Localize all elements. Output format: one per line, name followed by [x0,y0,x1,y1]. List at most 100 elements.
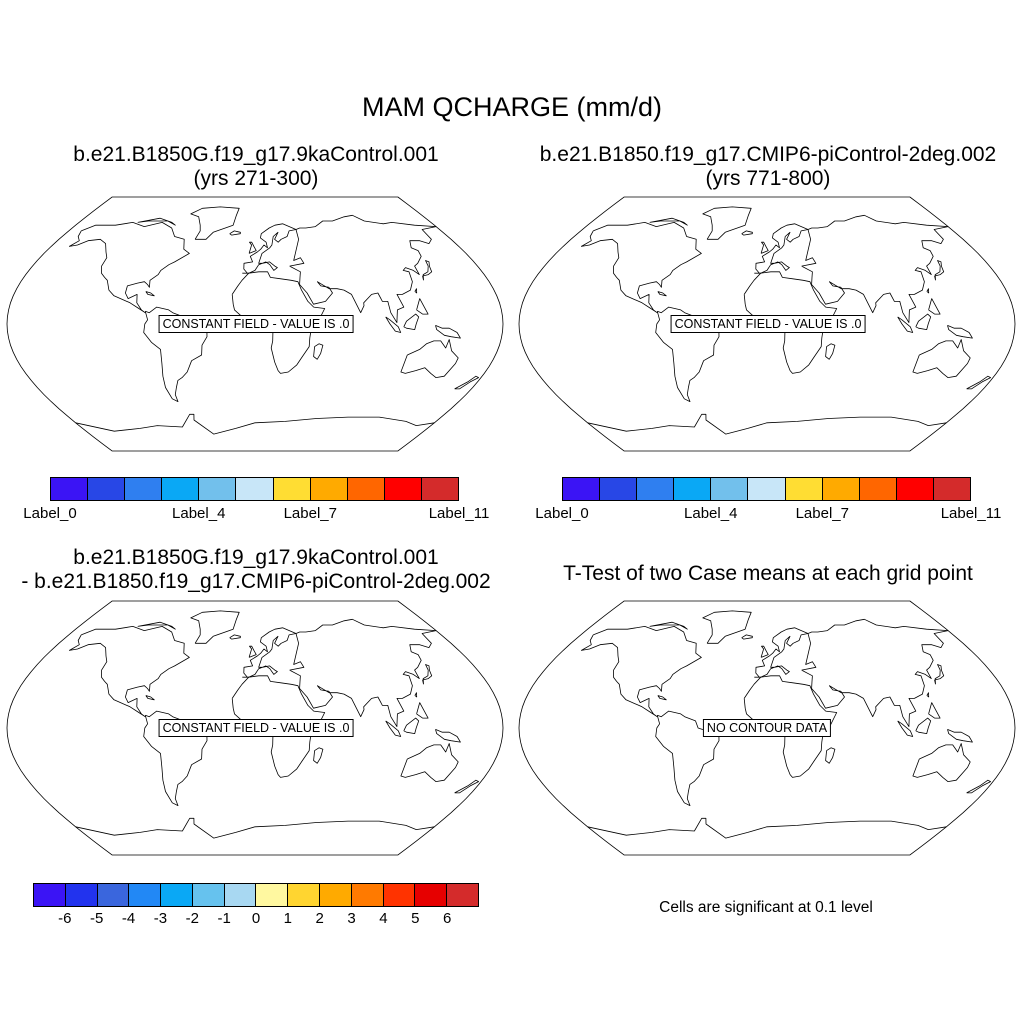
colorbar-swatch [896,478,934,500]
colorbar-difference-swatch [383,884,416,906]
coastline [926,692,930,698]
coastline [825,343,836,360]
colorbar-difference-label: -3 [153,910,168,927]
colorbar-difference-swatch [256,884,289,906]
colorbar-difference-label: 4 [379,910,388,927]
panel-4-note: NO CONTOUR DATA [702,719,832,737]
panel-2-title-line2: (yrs 771-800) [705,167,831,190]
coastline [649,217,688,226]
coastline [289,214,437,323]
colorbar-difference-label: 2 [315,910,324,927]
colorbar-difference-swatch [415,884,448,906]
coastline [403,313,420,330]
panel-1-note: CONSTANT FIELD - VALUE IS .0 [158,315,354,333]
colorbar-swatch [748,478,786,500]
colorbar-difference-label: -4 [121,910,136,927]
coastline [702,610,752,644]
colorbar-difference-label: 3 [347,910,356,927]
coastline [897,720,914,737]
coastline [754,627,809,678]
colorbar-swatch [236,478,274,500]
coastline [422,664,433,685]
colorbar-swatch [384,478,422,500]
colorbar-difference-label: 0 [251,910,261,927]
coastline [581,222,702,314]
colorbar-difference [33,883,479,907]
colorbar-label: Label_7 [795,505,849,522]
colorbar-swatch [822,478,860,500]
colorbar-swatch [674,478,712,500]
coastline [69,626,190,718]
colorbar-difference-label: -2 [185,910,199,927]
coastline [145,695,155,701]
colorbar-label: Label_0 [23,505,77,522]
coastline [966,779,991,794]
panel-1-title-line2: (yrs 271-300) [193,167,319,190]
colorbar-panel-1 [50,477,459,501]
colorbar-difference-swatch [320,884,352,906]
coastline [248,645,257,658]
coastline [414,692,418,698]
significance-note: Cells are significant at 0.1 level [659,899,873,916]
coastline [289,618,437,727]
coastline [313,747,324,764]
coastline [400,339,459,378]
colorbar-swatch [125,478,163,500]
colorbar-difference-label: 6 [442,910,452,927]
colorbar-swatch [600,478,638,500]
colorbar-swatch [711,478,749,500]
panel-3-title-line1: b.e21.B1850G.f19_g17.9kaControl.001 [73,546,439,569]
coastline [657,695,667,701]
colorbar-swatch [273,478,311,500]
colorbar-swatch [88,478,126,500]
coastline [190,610,240,644]
colorbar-swatch [347,478,385,500]
coastline [587,817,947,839]
coastline [435,325,461,339]
coastline [587,413,947,435]
coastline [145,291,155,297]
panel-3-note: CONSTANT FIELD - VALUE IS .0 [158,719,354,737]
colorbar-difference-swatch [129,884,162,906]
panel-3-title: b.e21.B1850G.f19_g17.9kaControl.001 - b.… [0,546,512,594]
colorbar-difference-swatch [161,884,193,906]
colorbar-swatch [563,478,601,500]
colorbar-swatch [310,478,348,500]
colorbar-difference-swatch [34,884,66,906]
coastline [416,298,429,315]
coastline [454,779,479,794]
colorbar-swatch [859,478,897,500]
coastline [934,664,945,685]
coastline [912,743,971,782]
coastline [242,223,297,274]
coastline [657,291,667,297]
colorbar-swatch [51,478,89,500]
coastline [414,288,418,294]
colorbar-swatch [421,478,459,500]
coastline [741,634,753,640]
coastline [248,241,257,254]
panel-3-title-line2: - b.e21.B1850.f19_g17.CMIP6-piControl-2d… [21,570,491,593]
coastline [229,230,241,236]
colorbar-difference-label: 5 [411,910,420,927]
coastline [754,223,809,274]
colorbar-difference-label: -5 [90,910,104,927]
coastline [915,717,932,734]
colorbar-swatch [162,478,200,500]
colorbar-swatch [637,478,675,500]
coastline [928,702,941,719]
coastline [702,206,752,240]
panel-2-title: b.e21.B1850.f19_g17.CMIP6-piControl-2deg… [512,143,1024,191]
coastline [137,217,176,226]
coastline [190,206,240,240]
coastline [912,339,971,378]
coastline [242,627,297,678]
coastline [313,343,324,360]
coastline [825,747,836,764]
colorbar-panel-2 [562,477,971,501]
coastline [75,413,435,435]
coastline [137,621,176,630]
colorbar-difference-swatch [447,884,478,906]
panel-1-title-line1: b.e21.B1850G.f19_g17.9kaControl.001 [73,143,439,166]
coastline [928,298,941,315]
